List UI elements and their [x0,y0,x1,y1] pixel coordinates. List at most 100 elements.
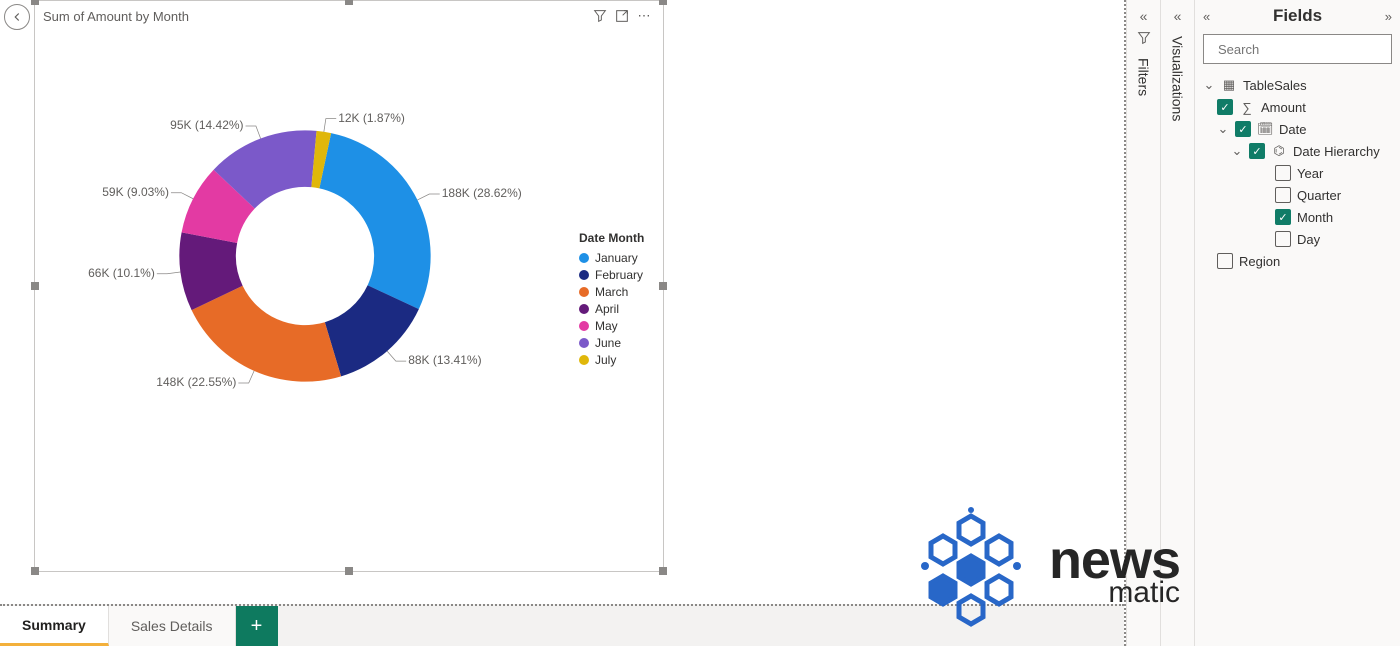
slice-label-july: 12K (1.87%) [338,111,405,125]
chevron-down-icon: ⌄ [1203,77,1215,93]
checkbox[interactable] [1275,187,1291,203]
chevron-down-icon: ⌄ [1217,121,1229,137]
filters-rail[interactable]: « Filters [1126,0,1160,646]
visualizations-rail[interactable]: « Visualizations [1160,0,1194,646]
slice-label-january: 188K (28.62%) [442,186,522,200]
add-page-button[interactable]: + [236,606,278,646]
tree-table[interactable]: ⌄ ▦ TableSales [1203,74,1392,96]
checkbox[interactable]: ✓ [1235,121,1251,137]
tree-label: Year [1297,166,1323,181]
chart-body: 188K (28.62%)88K (13.41%)148K (22.55%)66… [35,31,663,551]
checkbox[interactable] [1217,253,1233,269]
legend-label: May [595,319,618,333]
chevron-down-icon: ⌄ [1231,143,1243,159]
legend-item-march[interactable]: March [579,285,644,299]
filter-funnel-icon [1136,30,1152,46]
slice-label-march: 148K (22.55%) [156,375,236,389]
collapse-icon[interactable]: « [1140,8,1148,24]
resize-handle[interactable] [345,0,353,5]
more-options-icon[interactable]: ⋯ [633,5,655,27]
checkbox[interactable]: ✓ [1217,99,1233,115]
tree-field-year[interactable]: Year [1203,162,1392,184]
tree-label: Quarter [1297,188,1341,203]
legend-swatch [579,304,589,314]
tree-field-month[interactable]: ✓ Month [1203,206,1392,228]
tree-label: Day [1297,232,1320,247]
legend-label: July [595,353,616,367]
fields-tree: ⌄ ▦ TableSales ✓ ∑ Amount ⌄ ✓ 🗓 Date ⌄ [1203,74,1392,272]
checkbox[interactable]: ✓ [1275,209,1291,225]
chart-legend: Date Month January February March April May J… [579,231,644,370]
page-tabs: Summary Sales Details + [0,604,1124,646]
filters-label: Filters [1136,58,1152,96]
donut-slice-march[interactable] [192,286,341,382]
legend-swatch [579,321,589,331]
tree-label: Date [1279,122,1306,137]
legend-item-april[interactable]: April [579,302,644,316]
expand-icon[interactable]: » [1385,9,1392,24]
page-tab-sales-details[interactable]: Sales Details [109,606,236,646]
hierarchy-icon: ⌬ [1271,143,1287,159]
resize-handle[interactable] [345,567,353,575]
legend-swatch [579,338,589,348]
tree-field-date-hierarchy[interactable]: ⌄ ✓ ⌬ Date Hierarchy [1203,140,1392,162]
tree-label: Amount [1261,100,1306,115]
right-panes: « Filters « Visualizations « Fields » ⌄ … [1126,0,1400,646]
page-tab-summary[interactable]: Summary [0,606,109,646]
checkbox[interactable]: ✓ [1249,143,1265,159]
legend-item-january[interactable]: January [579,251,644,265]
tree-field-day[interactable]: Day [1203,228,1392,250]
resize-handle[interactable] [31,567,39,575]
back-button[interactable] [4,4,30,30]
tree-field-region[interactable]: Region [1203,250,1392,272]
tree-field-amount[interactable]: ✓ ∑ Amount [1203,96,1392,118]
donut-chart-visual[interactable]: Sum of Amount by Month ⋯ 188K (28.62%)88… [34,0,664,572]
legend-title: Date Month [579,231,644,245]
legend-swatch [579,287,589,297]
collapse-icon[interactable]: « [1174,8,1182,24]
fields-search[interactable] [1203,34,1392,64]
slice-label-june: 95K (14.42%) [170,118,243,132]
checkbox[interactable] [1275,231,1291,247]
legend-item-february[interactable]: February [579,268,644,282]
legend-swatch [579,253,589,263]
donut-slice-january[interactable] [319,133,430,309]
slice-label-may: 59K (9.03%) [102,185,169,199]
collapse-icon[interactable]: « [1203,9,1210,24]
visual-title: Sum of Amount by Month [43,9,589,24]
checkbox[interactable] [1275,165,1291,181]
legend-label: February [595,268,643,282]
fields-title: Fields [1273,6,1322,26]
legend-label: January [595,251,638,265]
resize-handle[interactable] [659,567,667,575]
legend-item-may[interactable]: May [579,319,644,333]
tree-label: TableSales [1243,78,1307,93]
visual-header: Sum of Amount by Month ⋯ [35,1,663,31]
legend-item-july[interactable]: July [579,353,644,367]
search-input[interactable] [1218,42,1394,57]
tree-field-date[interactable]: ⌄ ✓ 🗓 Date [1203,118,1392,140]
fields-pane: « Fields » ⌄ ▦ TableSales ✓ ∑ Amount [1194,0,1400,646]
visualizations-label: Visualizations [1170,36,1186,121]
calendar-icon: 🗓 [1257,121,1273,137]
filter-icon[interactable] [589,5,611,27]
legend-swatch [579,355,589,365]
legend-item-june[interactable]: June [579,336,644,350]
resize-handle[interactable] [31,0,39,5]
tree-label: Month [1297,210,1333,225]
focus-mode-icon[interactable] [611,5,633,27]
resize-handle[interactable] [659,0,667,5]
arrow-left-icon [10,10,24,24]
tree-label: Date Hierarchy [1293,144,1380,159]
legend-label: March [595,285,628,299]
sigma-icon: ∑ [1239,100,1255,115]
legend-label: June [595,336,621,350]
report-canvas[interactable]: Sum of Amount by Month ⋯ 188K (28.62%)88… [0,0,1126,646]
tab-label: Summary [22,617,86,633]
tree-field-quarter[interactable]: Quarter [1203,184,1392,206]
slice-label-april: 66K (10.1%) [88,266,155,280]
legend-swatch [579,270,589,280]
tree-label: Region [1239,254,1280,269]
table-icon: ▦ [1221,77,1237,93]
tab-label: Sales Details [131,618,213,634]
